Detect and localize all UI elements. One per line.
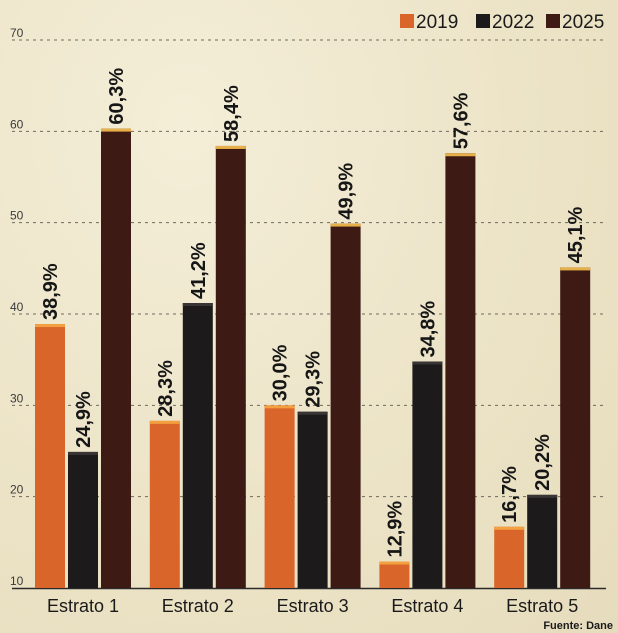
bar-2025-estrato-2 — [215, 145, 246, 589]
bar-cap — [68, 451, 98, 455]
bar-2019-estrato-1 — [35, 324, 65, 588]
bar-cap — [494, 526, 525, 530]
data-label: 57,6% — [450, 92, 472, 149]
y-tick-label: 50 — [10, 209, 24, 223]
data-label: 28,3% — [155, 360, 177, 417]
legend-swatch-2022 — [476, 14, 490, 28]
source-note: Fuente: Dane — [543, 620, 613, 632]
bar-cap — [264, 405, 295, 409]
x-axis: Estrato 1 Estrato 2 Estrato 3 Estrato 4 Estr… — [47, 596, 578, 616]
bar-2019-estrato-3 — [264, 405, 295, 588]
data-label: 12,9% — [384, 501, 406, 558]
data-label: 41,2% — [188, 242, 210, 299]
bar-cap — [560, 267, 591, 271]
y-axis: 10 20 30 40 50 60 70 — [10, 26, 606, 590]
y-tick-label: 70 — [10, 26, 24, 40]
bar-cap — [101, 128, 131, 132]
legend-label-2022: 2022 — [492, 12, 534, 33]
bar-2022-estrato-1 — [68, 451, 98, 588]
bar-cap — [182, 303, 213, 307]
bar-cap — [412, 361, 443, 365]
bar-cap — [215, 145, 246, 149]
data-label: 60,3% — [106, 68, 128, 125]
data-label: 58,4% — [221, 85, 243, 142]
data-label: 24,9% — [73, 391, 95, 448]
x-tick-label: Estrato 3 — [277, 596, 349, 616]
x-tick-label: Estrato 4 — [391, 596, 463, 616]
data-label: 49,9% — [336, 163, 358, 220]
bars — [35, 128, 591, 589]
bar-2022-estrato-4 — [412, 361, 443, 588]
legend-swatch-2025 — [546, 14, 560, 28]
data-labels: 38,9% 24,9% 60,3% 28,3% 41,2% 58,4% 30,0% 29,3%… — [40, 68, 587, 558]
bar-2025-estrato-4 — [445, 153, 476, 588]
y-tick-label: 60 — [10, 117, 24, 131]
legend: 2019 2022 2025 — [400, 12, 604, 33]
data-label: 16,7% — [499, 466, 521, 523]
bar-cap — [35, 324, 65, 328]
data-label: 20,2% — [532, 434, 554, 491]
y-tick-label: 40 — [10, 300, 24, 314]
bar-cap — [445, 153, 476, 157]
bar-2025-estrato-1 — [101, 128, 131, 589]
bar-2025-estrato-3 — [330, 223, 361, 588]
legend-label-2019: 2019 — [416, 12, 458, 33]
x-tick-label: Estrato 5 — [506, 596, 578, 616]
bar-2019-estrato-5 — [494, 526, 525, 588]
y-tick-label: 20 — [10, 483, 24, 497]
legend-label-2025: 2025 — [562, 12, 604, 33]
bar-2022-estrato-5 — [527, 494, 558, 588]
data-label: 34,8% — [417, 301, 439, 358]
bar-2019-estrato-4 — [379, 561, 410, 588]
bar-cap — [330, 223, 361, 227]
bar-2022-estrato-3 — [297, 411, 328, 588]
data-label: 30,0% — [270, 344, 292, 401]
y-tick-label: 30 — [10, 391, 24, 405]
x-tick-label: Estrato 2 — [162, 596, 234, 616]
y-tick-label: 10 — [10, 574, 24, 588]
bar-2022-estrato-2 — [182, 303, 213, 588]
bar-cap — [149, 420, 180, 424]
bar-2025-estrato-5 — [560, 267, 591, 588]
legend-swatch-2019 — [400, 14, 414, 28]
data-label: 45,1% — [565, 206, 587, 263]
data-label: 38,9% — [40, 263, 62, 320]
x-tick-label: Estrato 1 — [47, 596, 119, 616]
bar-cap — [297, 411, 328, 415]
bar-2019-estrato-2 — [149, 420, 180, 588]
bar-cap — [379, 561, 410, 565]
data-label: 29,3% — [303, 351, 325, 408]
bar-cap — [527, 494, 558, 498]
